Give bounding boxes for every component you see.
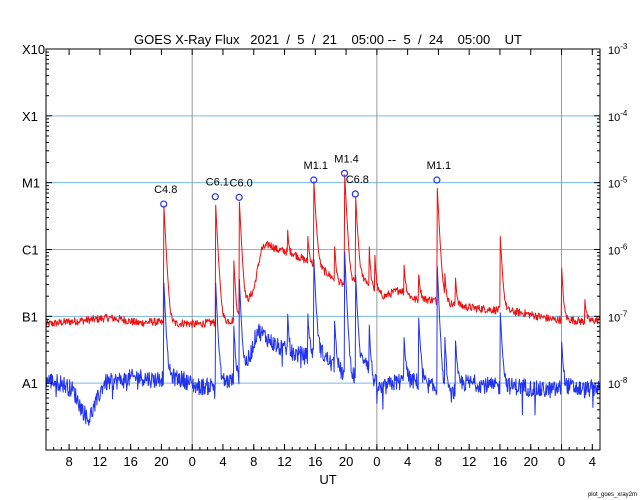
flux-label-exponent: -7 [620,309,628,318]
x-tick-label: 12 [277,454,291,469]
flare-peak-marker [211,193,219,201]
class-label-x10: X10 [22,42,45,57]
flare-peak-marker [351,190,359,198]
x-tick-label: 16 [123,454,137,469]
flux-label-mantissa: 10 [608,45,620,57]
series-layer [45,174,601,426]
class-label-x1: X1 [22,109,38,124]
flare-label: C6.0 [230,177,253,189]
flare-peak-marker [433,176,441,184]
class-label-b1: B1 [22,309,38,324]
chart-title: GOES X-Ray Flux 2021 / 5 / 21 05:00 -- 5… [134,32,522,47]
flux-label-mantissa: 10 [608,379,620,391]
x-axis-label: UT [319,472,336,487]
x-tick-label: 16 [493,454,507,469]
flare-label: C6.8 [346,174,369,186]
flare-peak-marker [160,200,168,208]
flux-label: 10-6 [608,243,628,258]
flux-label: 10-8 [608,376,628,391]
x-tick-label: 0 [558,454,565,469]
flare-label: M1.4 [334,153,358,165]
flux-label: 10-5 [608,176,628,191]
x-tick-label: 8 [65,454,72,469]
flare-label: M1.1 [427,160,451,172]
x-tick-label: 12 [462,454,476,469]
flux-label: 10-4 [608,109,628,124]
flux-label: 10-7 [608,309,628,324]
flux-label-exponent: -8 [620,376,628,385]
x-tick-label: 20 [339,454,353,469]
x-tick-label: 20 [524,454,538,469]
flare-peak-marker [340,169,349,177]
x-tick-label: 16 [308,454,322,469]
flux-label-exponent: -6 [620,243,628,252]
class-label-a1: A1 [22,376,38,391]
long-channel-series [45,174,601,329]
x-tick-label: 4 [404,454,411,469]
flare-peak-marker [235,193,243,201]
x-tick-label: 8 [250,454,257,469]
x-tick-label: 4 [219,454,226,469]
plot-credit: plot_goes_xray2m [588,492,637,498]
x-tick-label: 8 [435,454,442,469]
short-channel-series [45,251,601,426]
x-tick-label: 20 [154,454,168,469]
flare-label: C4.8 [154,184,177,196]
flux-label-mantissa: 10 [608,246,620,258]
x-tick-label: 12 [93,454,107,469]
flare-markers: C4.8 C6.1 C6.0 M1.1 M1.4 C6.8 M1.1 [154,153,451,208]
flare-label: C6.1 [206,177,229,189]
flux-label-exponent: -4 [620,109,628,118]
class-label-m1: M1 [22,176,40,191]
flux-label-mantissa: 10 [608,112,620,124]
flare-label: M1.1 [304,160,328,172]
x-tick-label: 4 [589,454,596,469]
flux-label-exponent: -3 [620,42,628,51]
x-tick-label: 0 [189,454,196,469]
flux-label-mantissa: 10 [608,179,620,191]
class-label-c1: C1 [22,243,39,258]
x-tick-label: 0 [373,454,380,469]
flux-label-mantissa: 10 [608,312,620,324]
flux-label: 10-3 [608,42,628,57]
flux-label-exponent: -5 [620,176,628,185]
flare-peak-marker [310,176,318,184]
